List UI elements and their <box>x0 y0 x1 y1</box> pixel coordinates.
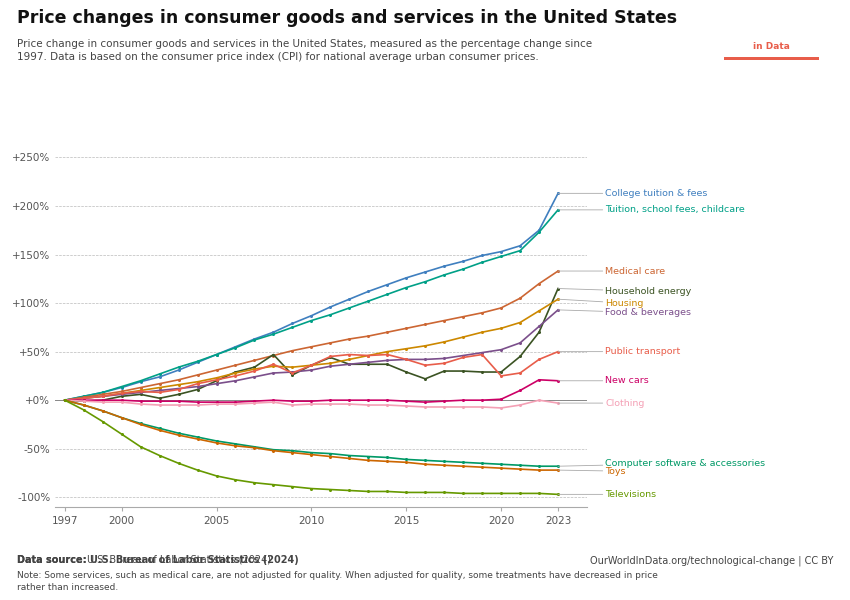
Text: Toys: Toys <box>558 467 626 476</box>
Text: Housing: Housing <box>558 299 643 308</box>
Text: Price changes in consumer goods and services in the United States: Price changes in consumer goods and serv… <box>17 9 677 27</box>
Text: New cars: New cars <box>558 376 649 385</box>
Text: Medical care: Medical care <box>558 266 666 275</box>
Text: Public transport: Public transport <box>558 347 681 356</box>
Text: Our World: Our World <box>749 24 794 33</box>
Text: Computer software & accessories: Computer software & accessories <box>558 459 766 468</box>
Text: Televisions: Televisions <box>558 490 656 499</box>
Text: U.S. Bureau of Labor Statistics (2024): U.S. Bureau of Labor Statistics (2024) <box>87 555 270 565</box>
Text: Data source: U.S. Bureau of Labor Statistics (2024): Data source: U.S. Bureau of Labor Statis… <box>17 555 298 565</box>
Text: OurWorldInData.org/technological-change | CC BY: OurWorldInData.org/technological-change … <box>590 555 833 565</box>
Text: Price change in consumer goods and services in the United States, measured as th: Price change in consumer goods and servi… <box>17 39 592 62</box>
Bar <box>723 58 819 60</box>
Text: Note: Some services, such as medical care, are not adjusted for quality. When ad: Note: Some services, such as medical car… <box>17 571 658 592</box>
Text: Data source:: Data source: <box>17 555 90 565</box>
Text: Tuition, school fees, childcare: Tuition, school fees, childcare <box>558 205 745 214</box>
Text: in Data: in Data <box>753 42 790 51</box>
Text: Household energy: Household energy <box>558 287 692 296</box>
Text: College tuition & fees: College tuition & fees <box>558 189 708 198</box>
Text: Clothing: Clothing <box>558 398 645 407</box>
Text: Food & beverages: Food & beverages <box>558 308 691 317</box>
